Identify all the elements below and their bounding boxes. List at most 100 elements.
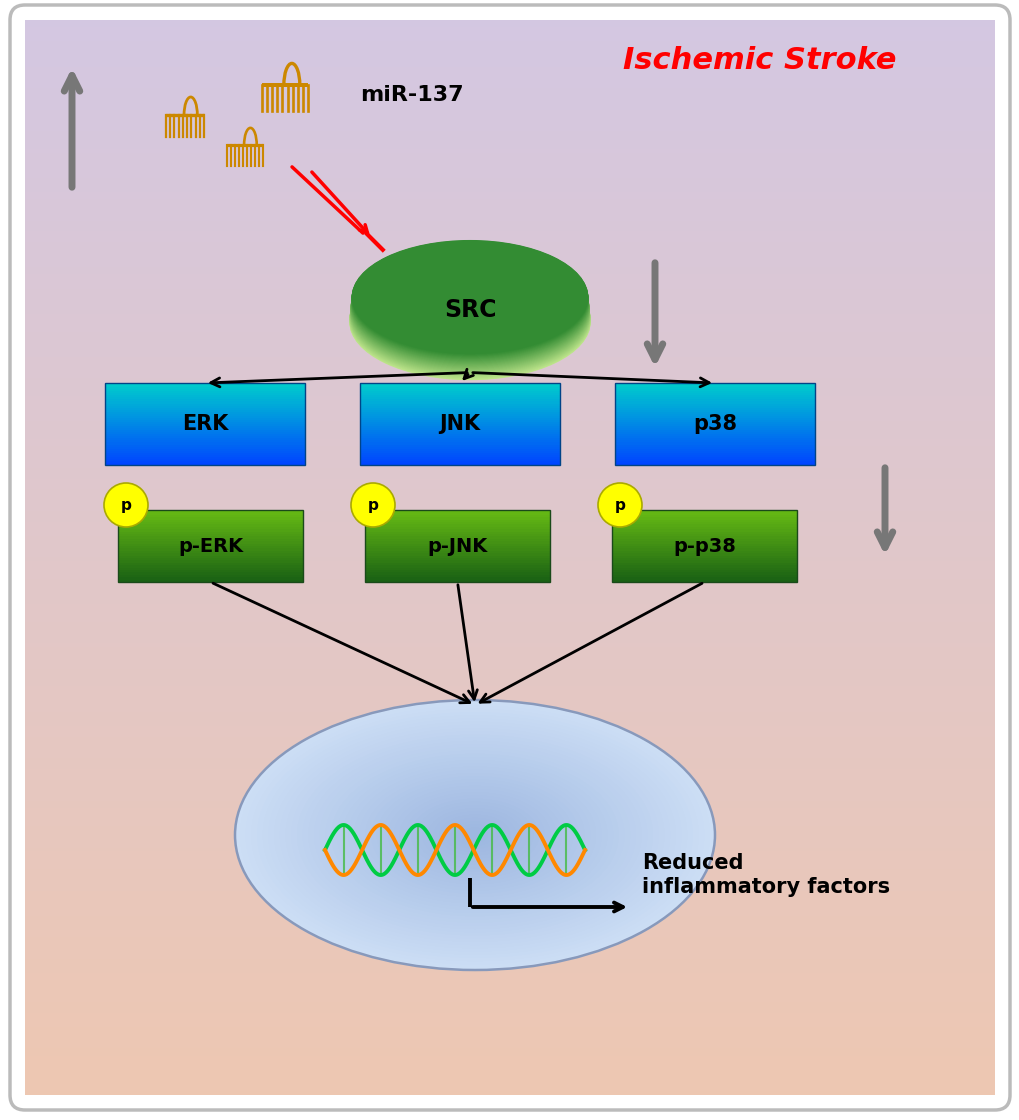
Bar bbox=[360, 391, 559, 393]
Bar bbox=[611, 547, 796, 549]
Text: p38: p38 bbox=[692, 414, 737, 435]
Bar bbox=[105, 422, 305, 424]
Bar bbox=[118, 580, 303, 582]
Bar bbox=[105, 413, 305, 416]
Bar bbox=[360, 416, 559, 418]
Bar bbox=[105, 398, 305, 400]
Ellipse shape bbox=[440, 815, 510, 855]
Ellipse shape bbox=[352, 243, 587, 356]
Bar bbox=[614, 442, 814, 445]
Ellipse shape bbox=[269, 719, 680, 951]
Ellipse shape bbox=[352, 241, 587, 354]
Bar bbox=[360, 418, 559, 420]
Bar bbox=[614, 428, 814, 430]
Bar bbox=[614, 422, 814, 424]
Bar bbox=[365, 549, 549, 551]
Ellipse shape bbox=[263, 716, 686, 954]
Bar bbox=[105, 393, 305, 395]
Bar bbox=[360, 393, 559, 395]
Bar bbox=[118, 536, 303, 539]
Bar bbox=[611, 530, 796, 532]
Bar bbox=[365, 530, 549, 532]
Bar bbox=[118, 517, 303, 520]
Ellipse shape bbox=[351, 259, 589, 373]
Bar bbox=[614, 449, 814, 450]
Bar bbox=[614, 418, 814, 420]
Ellipse shape bbox=[303, 738, 646, 932]
Bar bbox=[365, 572, 549, 575]
Bar bbox=[105, 437, 305, 438]
Bar bbox=[360, 435, 559, 437]
Bar bbox=[611, 556, 796, 558]
Ellipse shape bbox=[348, 764, 600, 906]
Ellipse shape bbox=[351, 255, 589, 370]
Ellipse shape bbox=[350, 261, 589, 376]
Bar bbox=[118, 551, 303, 553]
Ellipse shape bbox=[399, 793, 549, 877]
Ellipse shape bbox=[451, 822, 498, 848]
Bar bbox=[365, 543, 549, 547]
Bar bbox=[118, 556, 303, 558]
Ellipse shape bbox=[351, 253, 588, 367]
Bar bbox=[360, 410, 559, 412]
Bar bbox=[614, 430, 814, 432]
Bar bbox=[360, 445, 559, 447]
Text: p-p38: p-p38 bbox=[673, 536, 736, 556]
Ellipse shape bbox=[247, 707, 703, 963]
Bar bbox=[118, 522, 303, 524]
Bar bbox=[118, 549, 303, 551]
Bar bbox=[365, 566, 549, 568]
Bar bbox=[105, 452, 305, 455]
Bar bbox=[105, 395, 305, 398]
Text: ERK: ERK bbox=[181, 414, 228, 435]
Ellipse shape bbox=[351, 252, 588, 366]
Ellipse shape bbox=[352, 250, 588, 363]
Bar bbox=[365, 553, 549, 556]
Ellipse shape bbox=[350, 264, 589, 379]
Bar bbox=[614, 391, 814, 393]
Ellipse shape bbox=[463, 829, 486, 842]
Bar bbox=[611, 522, 796, 524]
Bar bbox=[614, 432, 814, 435]
Bar bbox=[118, 558, 303, 560]
Bar bbox=[614, 401, 814, 403]
Bar bbox=[118, 526, 303, 530]
Bar bbox=[105, 442, 305, 445]
Bar bbox=[118, 532, 303, 534]
Ellipse shape bbox=[352, 246, 588, 360]
Ellipse shape bbox=[351, 259, 589, 374]
Bar bbox=[118, 539, 303, 541]
Bar bbox=[118, 560, 303, 563]
Bar bbox=[105, 455, 305, 457]
Bar bbox=[360, 428, 559, 430]
Bar bbox=[105, 461, 305, 463]
Bar bbox=[360, 424, 559, 426]
Ellipse shape bbox=[352, 244, 587, 357]
Bar bbox=[105, 403, 305, 405]
Ellipse shape bbox=[286, 729, 663, 941]
Bar bbox=[611, 510, 796, 582]
Bar bbox=[360, 403, 559, 405]
Bar bbox=[365, 568, 549, 570]
Ellipse shape bbox=[352, 249, 588, 362]
Ellipse shape bbox=[445, 819, 503, 851]
Ellipse shape bbox=[352, 245, 588, 358]
Bar bbox=[360, 426, 559, 428]
Bar bbox=[360, 395, 559, 398]
Bar bbox=[105, 428, 305, 430]
Bar bbox=[118, 563, 303, 566]
Bar bbox=[365, 524, 549, 526]
Bar bbox=[360, 437, 559, 438]
Bar bbox=[360, 385, 559, 388]
Bar bbox=[611, 575, 796, 577]
Bar bbox=[360, 459, 559, 461]
Bar bbox=[365, 532, 549, 534]
Bar bbox=[365, 522, 549, 524]
Bar bbox=[614, 450, 814, 452]
Bar bbox=[611, 553, 796, 556]
Ellipse shape bbox=[275, 722, 675, 948]
Text: p: p bbox=[614, 497, 625, 513]
Bar bbox=[365, 556, 549, 558]
Ellipse shape bbox=[326, 752, 624, 918]
Bar bbox=[118, 568, 303, 570]
